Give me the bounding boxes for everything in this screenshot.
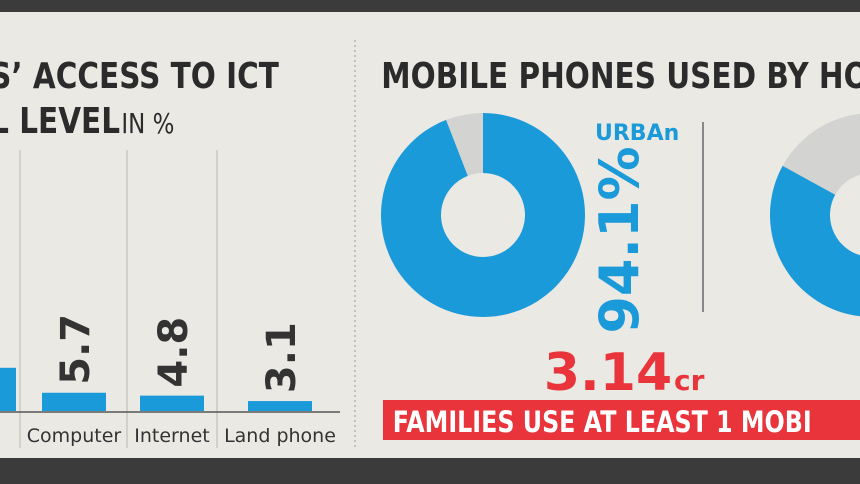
annotation-number: 3.14	[544, 343, 672, 403]
chart-title: L LEVEL	[0, 99, 120, 142]
category-label: Internet	[134, 425, 209, 447]
bar	[248, 401, 312, 411]
bar	[42, 392, 106, 411]
banner-text: FAMILIES USE AT LEAST 1 MOBI	[393, 406, 812, 440]
category-label: Computer	[27, 425, 122, 447]
category-label: Land phone	[224, 425, 336, 447]
annotation-unit: cr	[674, 364, 705, 397]
bar	[140, 395, 204, 411]
donut-rest	[782, 113, 860, 195]
value-label: 4.8	[151, 317, 197, 388]
banner	[383, 400, 860, 440]
value-label: 5.7	[53, 314, 99, 385]
value-label: 3.1	[259, 322, 305, 393]
value-label: 94.1%	[588, 146, 651, 333]
donut-slice	[380, 113, 585, 317]
donut-slice	[770, 165, 860, 317]
donut-rest	[446, 113, 483, 176]
chart-title: S’ ACCESS TO ICT	[0, 54, 279, 97]
chart-title: MOBILE PHONES USED BY HOU	[381, 54, 860, 97]
bar	[0, 367, 16, 411]
donut-label: URBAn	[595, 121, 679, 146]
chart-subtitle: IN %	[121, 108, 174, 141]
